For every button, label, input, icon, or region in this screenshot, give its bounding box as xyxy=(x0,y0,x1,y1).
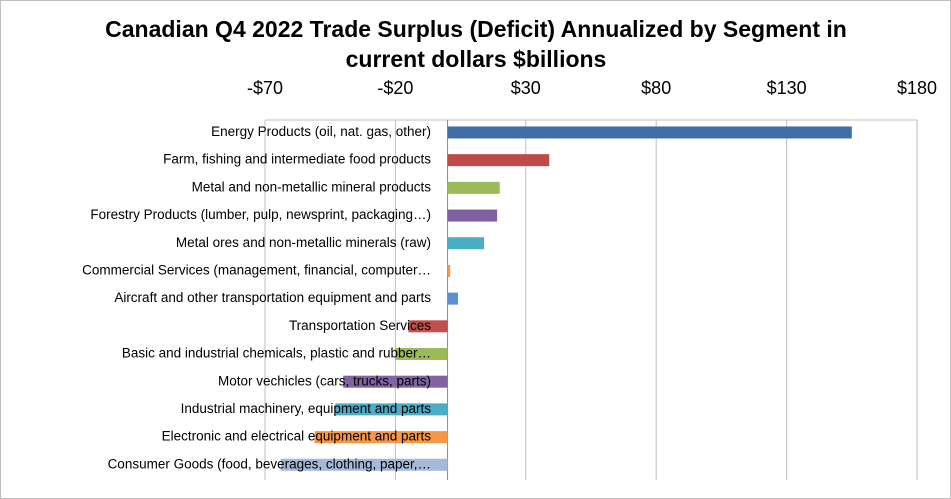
bar xyxy=(335,403,448,416)
bar xyxy=(408,320,448,333)
bar xyxy=(447,154,550,167)
bar xyxy=(314,431,448,444)
category-label: Commercial Services (management, financi… xyxy=(82,262,431,277)
category-label: Industrial machinery, equipment and part… xyxy=(181,401,432,416)
category-label: Forestry Products (lumber, pulp, newspri… xyxy=(90,207,431,222)
bar xyxy=(447,181,500,194)
bar xyxy=(447,209,498,222)
category-label: Motor vechicles (cars, trucks, parts) xyxy=(218,373,431,388)
x-tick-label: -$20 xyxy=(377,78,413,98)
x-tick-label: $30 xyxy=(511,78,541,98)
bar xyxy=(447,292,458,305)
x-tick-label: $130 xyxy=(767,78,807,98)
bar xyxy=(447,264,451,277)
x-tick-label: $180 xyxy=(897,78,937,98)
category-label: Electronic and electrical equipment and … xyxy=(162,429,432,444)
bar xyxy=(395,348,448,360)
category-label: Consumer Goods (food, beverages, clothin… xyxy=(108,456,431,471)
category-label: Aircraft and other transportation equipm… xyxy=(114,290,431,305)
category-label: Energy Products (oil, nat. gas, other) xyxy=(211,124,431,139)
category-label: Metal and non-metallic mineral products xyxy=(192,179,432,194)
x-tick-label: -$70 xyxy=(247,78,283,98)
bar xyxy=(447,126,852,139)
bar xyxy=(447,237,485,250)
category-label: Transportation Services xyxy=(289,318,431,333)
category-label: Metal ores and non-metallic minerals (ra… xyxy=(176,235,431,250)
x-tick-label: $80 xyxy=(641,78,671,98)
category-label: Basic and industrial chemicals, plastic … xyxy=(122,346,431,361)
bar xyxy=(280,458,448,471)
chart-title: Canadian Q4 2022 Trade Surplus (Deficit)… xyxy=(105,16,847,72)
category-label: Farm, fishing and intermediate food prod… xyxy=(163,152,431,167)
bar xyxy=(343,375,448,388)
